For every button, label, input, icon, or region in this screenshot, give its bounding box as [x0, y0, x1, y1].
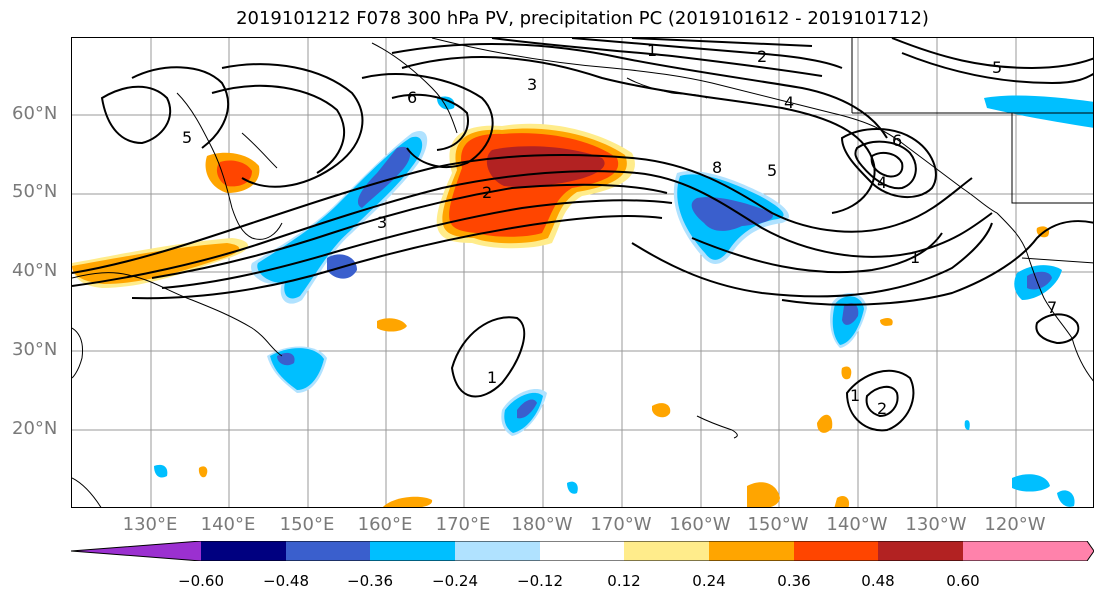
lat-label-40n: 40°N — [12, 260, 58, 281]
lon-label-180w: 180°W — [511, 514, 573, 535]
colorbar-cell — [878, 541, 963, 561]
colorbar-cell — [963, 541, 1094, 561]
contour-label-5b: 5 — [182, 128, 192, 147]
lat-label-60n: 60°N — [12, 103, 58, 124]
colorbar-tick-1: −0.48 — [263, 572, 309, 590]
colorbar-cell — [624, 541, 709, 561]
map-canvas: 2 1 3 6 4 8 5 4 6 2 3 1 1 2 1 5 5 7 — [72, 38, 1093, 507]
colorbar-tick-0: −0.60 — [178, 572, 224, 590]
contour-label-2b: 2 — [482, 183, 492, 202]
colorbar-tick-2: −0.36 — [347, 572, 393, 590]
lon-label-120w: 120°W — [984, 514, 1046, 535]
lon-label-170w: 170°W — [590, 514, 652, 535]
colorbar-tick-7: 0.36 — [777, 572, 811, 590]
contour-label-4b: 4 — [877, 173, 887, 192]
colorbar-tick-5: 0.12 — [607, 572, 641, 590]
lon-label-160w: 160°W — [669, 514, 731, 535]
colorbar-cell — [794, 541, 878, 561]
lat-label-30n: 30°N — [12, 339, 58, 360]
contour-label-8a: 8 — [712, 158, 722, 177]
contour-label-2a: 2 — [757, 47, 767, 66]
contour-label-3b: 3 — [377, 213, 387, 232]
colorbar-tick-4: −0.12 — [517, 572, 563, 590]
colorbar-cell — [709, 541, 794, 561]
colorbar-cell — [286, 541, 370, 561]
contour-label-4a: 4 — [784, 93, 794, 112]
colorbar-cell — [71, 541, 201, 561]
contour-label-1a: 1 — [647, 41, 657, 60]
colorbar-cell — [370, 541, 455, 561]
lon-label-150w: 150°W — [747, 514, 809, 535]
colorbar-cell — [540, 541, 624, 561]
contour-label-5c: 5 — [992, 58, 1002, 77]
lon-label-130e: 130°E — [122, 514, 178, 535]
coastlines — [72, 38, 1093, 507]
contour-label-6a: 6 — [407, 88, 417, 107]
colorbar-tick-9: 0.60 — [946, 572, 980, 590]
contour-label-1d: 1 — [850, 386, 860, 405]
map-panel: 2 1 3 6 4 8 5 4 6 2 3 1 1 2 1 5 5 7 — [71, 37, 1094, 508]
lat-label-50n: 50°N — [12, 181, 58, 202]
lon-label-170e: 170°E — [435, 514, 491, 535]
colorbar-cell — [455, 541, 540, 561]
contour-label-2c: 2 — [877, 399, 887, 418]
lon-label-160e: 160°E — [357, 514, 413, 535]
figure-title: 2019101212 F078 300 hPa PV, precipitatio… — [236, 8, 929, 29]
contour-label-3a: 3 — [527, 75, 537, 94]
contour-label-1c: 1 — [487, 368, 497, 387]
colorbar-tick-3: −0.24 — [432, 572, 478, 590]
contour-label-5a: 5 — [767, 161, 777, 180]
contour-label-group: 2 1 3 6 4 8 5 4 6 2 3 1 1 2 1 5 5 7 — [182, 41, 1057, 418]
lon-label-140w: 140°W — [826, 514, 888, 535]
colorbar-cell — [201, 541, 286, 561]
contour-label-7a: 7 — [1047, 298, 1057, 317]
colorbar-tick-6: 0.24 — [692, 572, 726, 590]
contour-label-1b: 1 — [910, 248, 920, 267]
contour-label-6b: 6 — [892, 131, 902, 150]
lon-label-140e: 140°E — [200, 514, 256, 535]
lon-label-130w: 130°W — [905, 514, 967, 535]
colorbar-tick-8: 0.48 — [861, 572, 895, 590]
lat-label-20n: 20°N — [12, 418, 58, 439]
positive-precip-shading — [72, 123, 1050, 507]
lon-label-150e: 150°E — [279, 514, 335, 535]
colorbar — [71, 541, 1094, 561]
pv-contours — [72, 38, 1093, 432]
